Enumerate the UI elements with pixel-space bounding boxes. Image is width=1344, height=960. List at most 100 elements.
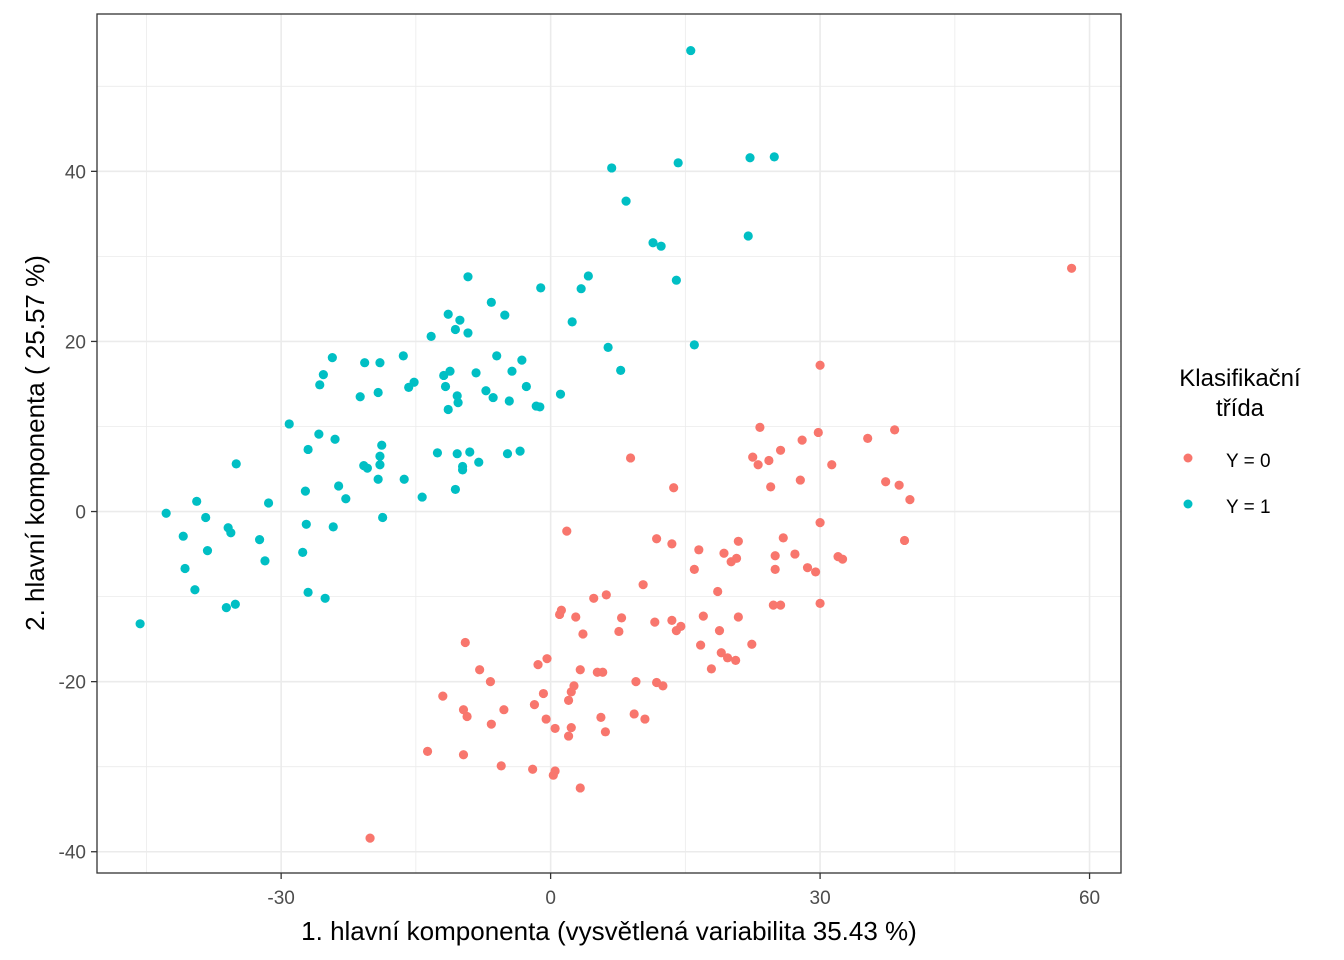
panel-background <box>97 14 1121 873</box>
data-point-y0 <box>770 551 780 561</box>
data-point-y0 <box>770 564 780 574</box>
data-point-y0 <box>671 626 681 636</box>
data-point-y0 <box>600 727 611 737</box>
data-point-y0 <box>815 517 825 528</box>
data-point-y1 <box>621 196 631 206</box>
data-point-y1 <box>426 331 436 341</box>
data-point-y0 <box>485 677 496 687</box>
data-point-y1 <box>443 309 453 319</box>
data-point-y1 <box>360 358 370 368</box>
y-tick-label: -20 <box>59 673 86 694</box>
data-point-y1 <box>135 619 145 629</box>
data-point-y0 <box>475 665 485 675</box>
data-point-y0 <box>689 564 699 574</box>
data-point-y0 <box>422 746 433 756</box>
data-point-y0 <box>631 677 641 687</box>
data-point-y0 <box>548 770 558 780</box>
data-point-y0 <box>638 580 648 590</box>
x-tick-label: 0 <box>545 888 556 909</box>
data-point-y0 <box>542 654 552 664</box>
data-point-y1 <box>453 398 463 408</box>
data-point-y0 <box>716 648 726 658</box>
data-point-y0 <box>658 681 668 691</box>
data-point-y1 <box>301 519 311 529</box>
y-tick-label: 0 <box>75 503 86 524</box>
data-point-y0 <box>496 761 506 771</box>
data-point-y1 <box>673 158 683 168</box>
data-point-y0 <box>529 700 540 710</box>
data-point-y1 <box>656 241 666 251</box>
data-point-y1 <box>616 365 626 375</box>
data-point-y0 <box>733 536 743 546</box>
data-point-y0 <box>562 526 572 536</box>
data-point-y1 <box>178 531 188 541</box>
grid <box>97 14 1121 873</box>
data-point-y0 <box>578 629 588 639</box>
y-tick-label: 40 <box>65 162 86 183</box>
data-point-y1 <box>330 434 340 444</box>
data-point-y1 <box>743 231 753 241</box>
data-point-y0 <box>722 653 733 663</box>
data-point-y0 <box>768 600 778 610</box>
data-point-y0 <box>899 535 910 546</box>
data-point-y1 <box>471 368 481 378</box>
data-point-y0 <box>554 609 565 620</box>
data-point-y1 <box>327 353 337 363</box>
data-point-y1 <box>555 389 566 399</box>
data-point-y0 <box>438 691 448 701</box>
data-point-y0 <box>462 711 472 722</box>
data-point-y1 <box>375 451 385 461</box>
data-point-y1 <box>398 351 408 361</box>
data-point-y0 <box>365 833 375 843</box>
data-point-y0 <box>667 539 677 549</box>
x-tick-label: 60 <box>1079 888 1100 909</box>
data-point-y1 <box>536 283 546 293</box>
data-point-y1 <box>192 496 202 506</box>
data-point-y0 <box>797 435 807 445</box>
data-point-y0 <box>795 475 805 485</box>
panel-border <box>96 13 1122 874</box>
data-point-y1 <box>445 366 455 376</box>
data-point-y0 <box>571 612 581 622</box>
data-point-y0 <box>713 586 723 597</box>
legend-title-line2: třída <box>1216 395 1265 422</box>
data-point-y0 <box>837 554 848 564</box>
data-point-y1 <box>315 380 325 390</box>
data-point-y0 <box>550 723 560 734</box>
data-point-y0 <box>596 712 606 722</box>
data-point-y0 <box>538 688 549 699</box>
data-point-y1 <box>686 45 696 56</box>
data-point-y1 <box>463 272 473 282</box>
data-point-y0 <box>601 590 611 600</box>
data-point-y1 <box>314 429 324 439</box>
data-point-y1 <box>254 535 265 545</box>
data-point-y1 <box>161 508 171 518</box>
data-point-y0 <box>827 460 837 470</box>
data-point-y1 <box>567 317 577 327</box>
data-point-y1 <box>481 386 491 396</box>
data-point-y1 <box>500 310 510 320</box>
data-point-y1 <box>300 486 310 496</box>
data-point-y0 <box>778 533 788 543</box>
data-point-y0 <box>575 783 585 793</box>
data-point-y1 <box>465 447 475 457</box>
data-point-y1 <box>457 465 468 475</box>
data-point-y1 <box>443 404 453 415</box>
data-point-y0 <box>764 455 774 466</box>
data-point-y0 <box>650 617 660 627</box>
data-point-y1 <box>440 381 451 392</box>
data-point-y1 <box>201 512 211 523</box>
data-point-y1 <box>230 599 240 609</box>
y-axis-title: 2. hlavní komponenta ( 25.57 %) <box>20 255 50 631</box>
data-point-y0 <box>790 549 800 559</box>
data-point-y1 <box>284 419 294 429</box>
data-point-y1 <box>320 593 330 603</box>
data-point-y0 <box>460 637 470 648</box>
data-point-y1 <box>373 387 383 398</box>
data-point-y1 <box>583 271 593 281</box>
x-axis: -30 0 30 60 <box>267 873 1100 909</box>
data-point-y1 <box>463 328 473 338</box>
legend-label-y1: Y = 1 <box>1226 497 1271 518</box>
data-point-y0 <box>731 553 742 563</box>
y-tick-label: 20 <box>65 332 86 353</box>
